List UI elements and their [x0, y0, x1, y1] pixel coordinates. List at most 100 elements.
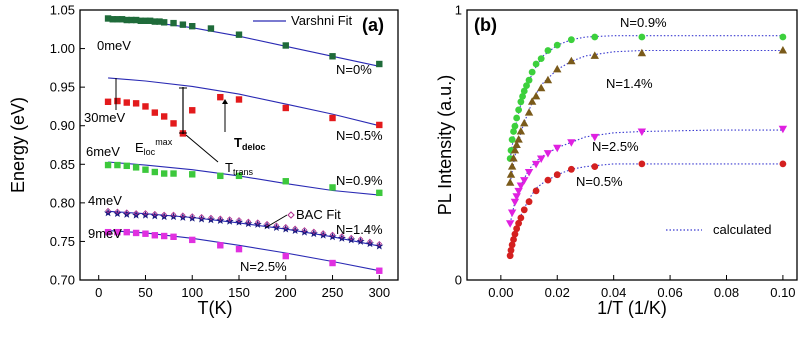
data-point: [567, 36, 575, 44]
data-point: [510, 236, 517, 243]
data-point: [515, 106, 523, 114]
data-point: [567, 56, 576, 65]
data-point: [235, 245, 243, 253]
bac-fit-point: [170, 211, 177, 218]
bac-fit-point: [236, 217, 242, 223]
data-point: [282, 178, 289, 185]
data-point: [544, 47, 552, 54]
data-point: [132, 16, 140, 24]
data-point: [329, 114, 336, 122]
data-point: [553, 171, 561, 179]
data-point: [506, 170, 516, 178]
data-point: [235, 96, 243, 103]
x-tick-label: 0.04: [601, 285, 626, 300]
data-point: [282, 252, 289, 260]
bac-fit-point: [198, 213, 205, 220]
bac-fit-point: [311, 228, 317, 235]
x-tick-label: 150: [228, 285, 250, 300]
data-point: [506, 252, 514, 260]
b-series-label-n14: N=1.4%: [606, 76, 653, 91]
data-point: [507, 209, 517, 217]
data-point: [160, 170, 168, 177]
bac-fit-point: [245, 218, 252, 225]
series-label-n09: N=0.9%: [336, 173, 383, 188]
data-point: [511, 122, 519, 130]
energy-label-4meV: 4meV: [88, 193, 122, 208]
data-point: [179, 21, 187, 28]
data-point: [132, 100, 140, 107]
fit-line-1: [108, 77, 380, 127]
panel-b-x-axis-label: 1/T (1/K): [597, 298, 667, 318]
data-point: [104, 15, 112, 22]
bac-fit-point: [320, 230, 326, 236]
data-point: [510, 145, 520, 154]
data-point: [509, 154, 518, 162]
bac-fit-point: [282, 224, 289, 230]
data-point: [591, 163, 599, 171]
data-point: [123, 16, 130, 24]
bac-fit-point: [376, 240, 383, 247]
series-label-n25: N=2.5%: [240, 259, 287, 274]
data-point: [123, 99, 130, 106]
y-tick-label: 0.80: [50, 195, 75, 210]
data-point: [132, 164, 140, 171]
series-label-n14: N=1.4%: [336, 222, 383, 237]
data-point: [536, 155, 546, 163]
series-label-n0: N=0%: [336, 62, 372, 77]
data-point: [282, 42, 289, 49]
data-point: [537, 55, 545, 62]
data-point: [527, 97, 537, 105]
data-point: [531, 160, 541, 169]
data-point: [536, 83, 546, 92]
x-tick-label: 50: [138, 285, 152, 300]
data-point: [217, 172, 224, 180]
y-tick-label: 1.00: [50, 41, 75, 56]
panel-b-pl-intensity-chart: 0.00 0.02 0.04 0.06 0.08 0.10 0 1 1/T (1/K) PL …: [435, 3, 798, 318]
data-point: [510, 128, 517, 135]
energy-label-30meV: 30meV: [84, 110, 126, 125]
bac-fit-point: [357, 236, 364, 242]
t-deloc-arrowhead: [222, 99, 228, 104]
data-point: [137, 17, 144, 24]
data-point: [207, 25, 215, 32]
data-point: [553, 64, 562, 73]
data-point: [507, 246, 515, 254]
data-point: [160, 232, 168, 240]
data-point: [146, 17, 154, 24]
data-point: [513, 225, 521, 233]
data-point: [376, 189, 383, 197]
data-point: [637, 48, 647, 57]
y-tick-label: 1.05: [50, 3, 75, 18]
bac-fit-point: [217, 215, 224, 222]
data-point: [508, 136, 516, 144]
series-label-n05: N=0.5%: [336, 128, 383, 143]
data-point: [508, 241, 516, 249]
y-tick-label: 0.70: [50, 273, 75, 288]
x-tick-label: 0.02: [545, 285, 570, 300]
data-point: [142, 166, 149, 173]
t-trans-label: Ttrans: [225, 160, 253, 177]
data-point: [142, 17, 149, 24]
y-tick-label: 0.85: [50, 157, 75, 172]
data-point: [142, 103, 149, 110]
legend-bac-marker: [287, 211, 295, 219]
data-point: [189, 171, 196, 178]
data-point: [114, 161, 121, 169]
data-point: [520, 118, 529, 127]
y-tick-label: 0.95: [50, 80, 75, 95]
data-point: [142, 230, 149, 237]
data-point: [151, 109, 159, 116]
data-point: [514, 135, 523, 143]
data-point: [114, 228, 121, 236]
bac-fit-point: [254, 219, 261, 225]
data-point: [524, 108, 534, 116]
data-point: [553, 144, 562, 153]
bac-fit-point: [367, 238, 373, 245]
x-tick-label: 0.10: [770, 285, 795, 300]
bac-fit-point: [339, 233, 345, 239]
x-tick-label: 0.08: [714, 285, 739, 300]
data-point: [779, 160, 787, 168]
data-point: [505, 178, 515, 186]
data-point: [520, 87, 528, 95]
